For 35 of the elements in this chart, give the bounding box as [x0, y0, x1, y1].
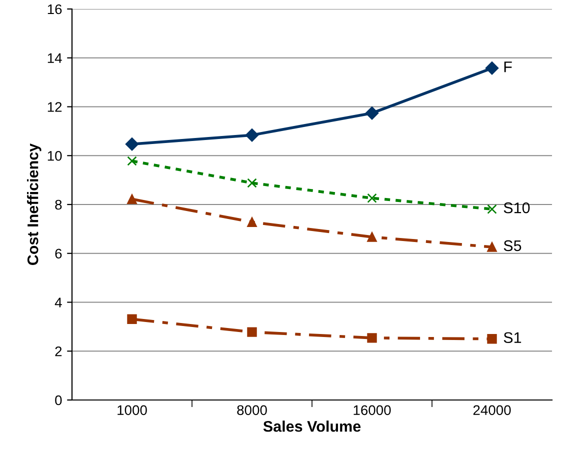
point	[487, 242, 497, 252]
y-tick-label: 0	[55, 395, 62, 406]
series-label: F	[504, 62, 512, 72]
y-tick-label: 6	[55, 248, 62, 259]
x-tick-label: 1000	[118, 405, 147, 416]
y-tick-label: 14	[48, 53, 62, 63]
point	[365, 106, 379, 120]
point	[367, 333, 377, 343]
x-axis-title: Sales Volume	[263, 420, 361, 432]
y-axis-title: Cost Inefficiency	[27, 143, 42, 265]
series-label: S5	[504, 240, 522, 252]
series-label: S10	[504, 202, 530, 214]
point	[487, 204, 497, 214]
point	[367, 232, 377, 242]
point	[127, 194, 137, 204]
point	[247, 327, 257, 337]
point	[245, 128, 259, 142]
y-tick-label: 2	[55, 346, 62, 356]
x-tick-label: 16000	[354, 405, 391, 416]
y-tick-label: 16	[48, 4, 62, 14]
point	[367, 193, 377, 204]
x-tick-label: 8000	[237, 405, 267, 416]
x-tick-label: 24000	[473, 405, 511, 416]
point	[485, 62, 499, 75]
point	[247, 217, 257, 227]
point	[487, 334, 497, 344]
y-tick-label: 12	[48, 102, 62, 112]
y-tick-label: 4	[54, 298, 62, 308]
y-tick-label: 8	[55, 200, 62, 210]
point	[125, 138, 139, 151]
point	[247, 178, 257, 188]
y-tick-label: 10	[48, 150, 62, 161]
point	[127, 156, 137, 166]
point	[127, 314, 137, 324]
series-label: S1	[504, 332, 522, 344]
